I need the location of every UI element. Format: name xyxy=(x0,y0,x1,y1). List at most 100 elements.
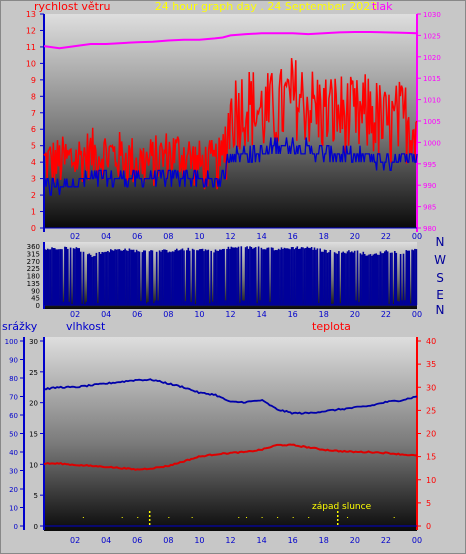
wind-series-group xyxy=(43,31,418,196)
direction-bar xyxy=(193,249,195,305)
direction-bar xyxy=(184,301,187,305)
direction-bar xyxy=(411,249,413,305)
sun-dot xyxy=(121,517,123,518)
direction-bar xyxy=(91,257,93,305)
direction-bar xyxy=(174,249,177,305)
direction-bar xyxy=(141,252,144,305)
direction-bar xyxy=(384,251,386,305)
direction-bar xyxy=(404,300,406,305)
direction-bar xyxy=(75,247,78,305)
sun-dot xyxy=(82,517,84,518)
direction-bar xyxy=(260,247,263,305)
direction-bar xyxy=(309,248,311,305)
direction-bar xyxy=(299,248,301,305)
direction-bar xyxy=(135,249,138,305)
dir-x-tick-label: 02 xyxy=(70,310,80,319)
direction-bar xyxy=(128,248,131,305)
humidity-label: vlhkost xyxy=(66,320,106,333)
direction-bar xyxy=(196,250,198,305)
direction-bar xyxy=(54,248,56,305)
humidity-tick-label: 15 xyxy=(29,431,38,439)
direction-bar xyxy=(369,254,372,305)
dir-y-tick-label: 90 xyxy=(31,287,40,295)
direction-bar xyxy=(89,254,92,305)
direction-bar xyxy=(276,250,278,305)
direction-bar xyxy=(147,302,149,305)
rain-tick-label: 50 xyxy=(9,431,18,439)
wind-x-tick-label: 06 xyxy=(132,232,142,241)
temp-tick-label: 10 xyxy=(426,476,436,485)
direction-bar xyxy=(82,251,85,305)
dir-x-tick-label: 04 xyxy=(101,310,111,319)
direction-bar xyxy=(64,246,66,305)
direction-bar xyxy=(150,250,152,305)
direction-bar xyxy=(140,301,142,305)
direction-bar xyxy=(394,251,396,305)
direction-bar xyxy=(92,256,95,305)
rain-tick-label: 100 xyxy=(5,338,18,346)
direction-bar xyxy=(262,249,264,305)
temp-tick-label: 0 xyxy=(426,522,431,531)
dir-x-tick-label: 00 xyxy=(412,310,422,319)
direction-bar xyxy=(105,251,108,305)
direction-bar xyxy=(399,254,402,305)
direction-bar xyxy=(77,248,79,305)
direction-bar xyxy=(188,250,191,305)
direction-bar xyxy=(200,249,202,305)
direction-bar xyxy=(220,249,223,305)
direction-bar xyxy=(61,249,63,305)
direction-bar xyxy=(310,247,313,305)
direction-bar xyxy=(52,248,55,305)
direction-bar xyxy=(84,304,86,305)
wind-x-tick-label: 04 xyxy=(101,232,111,241)
direction-bar xyxy=(79,251,82,305)
lower-x-tick-label: 06 xyxy=(132,536,142,545)
humidity-tick-label: 0 xyxy=(34,523,38,531)
direction-bar xyxy=(408,250,410,305)
lower-x-tick-label: 22 xyxy=(381,536,391,545)
temp-tick-label: 25 xyxy=(426,406,436,415)
dir-x-tick-label: 08 xyxy=(163,310,173,319)
wind-y-tick-label: 13 xyxy=(26,10,36,19)
pressure-tick-label: 1030 xyxy=(423,11,441,19)
direction-bar xyxy=(247,248,250,305)
direction-bar xyxy=(297,249,300,305)
direction-bar xyxy=(372,254,375,305)
direction-bar xyxy=(203,251,205,305)
direction-bar xyxy=(45,249,47,305)
temp-tick-label: 20 xyxy=(426,430,436,439)
direction-bar xyxy=(102,252,105,305)
direction-bar xyxy=(269,302,271,305)
direction-bar xyxy=(180,249,182,305)
wind-y-tick-label: 8 xyxy=(31,92,36,101)
wind-x-tick-label: 20 xyxy=(350,232,360,241)
direction-bar xyxy=(343,252,346,305)
direction-bar xyxy=(289,249,291,305)
dir-x-tick-label: 16 xyxy=(288,310,298,319)
direction-bar xyxy=(221,249,224,305)
pressure-tick-label: 980 xyxy=(423,225,436,233)
sun-dot xyxy=(137,517,139,518)
direction-bar xyxy=(237,246,240,305)
wind-y-tick-label: 5 xyxy=(31,142,36,151)
temp-tick-label: 35 xyxy=(426,360,436,369)
direction-bar xyxy=(125,250,128,305)
lower-x-tick-label: 00 xyxy=(412,536,422,545)
pressure-tick-label: 1005 xyxy=(423,118,441,126)
direction-bar xyxy=(366,255,369,305)
wind-x-tick-label: 12 xyxy=(225,232,235,241)
direction-bar xyxy=(48,249,50,305)
direction-bar xyxy=(85,301,88,305)
direction-bar xyxy=(163,249,165,305)
rain-tick-label: 70 xyxy=(9,394,18,402)
tick-labels-group: 0123456789101112139809859909951000100510… xyxy=(5,10,446,545)
direction-bar xyxy=(283,247,286,305)
dir-x-tick-label: 10 xyxy=(194,310,204,319)
direction-bar xyxy=(333,252,336,305)
wind-y-tick-label: 7 xyxy=(31,109,36,118)
direction-bar xyxy=(155,251,158,305)
temperature-label: teplota xyxy=(312,320,351,333)
direction-bar xyxy=(401,300,403,305)
direction-bar xyxy=(277,248,280,305)
direction-bar xyxy=(137,251,139,305)
